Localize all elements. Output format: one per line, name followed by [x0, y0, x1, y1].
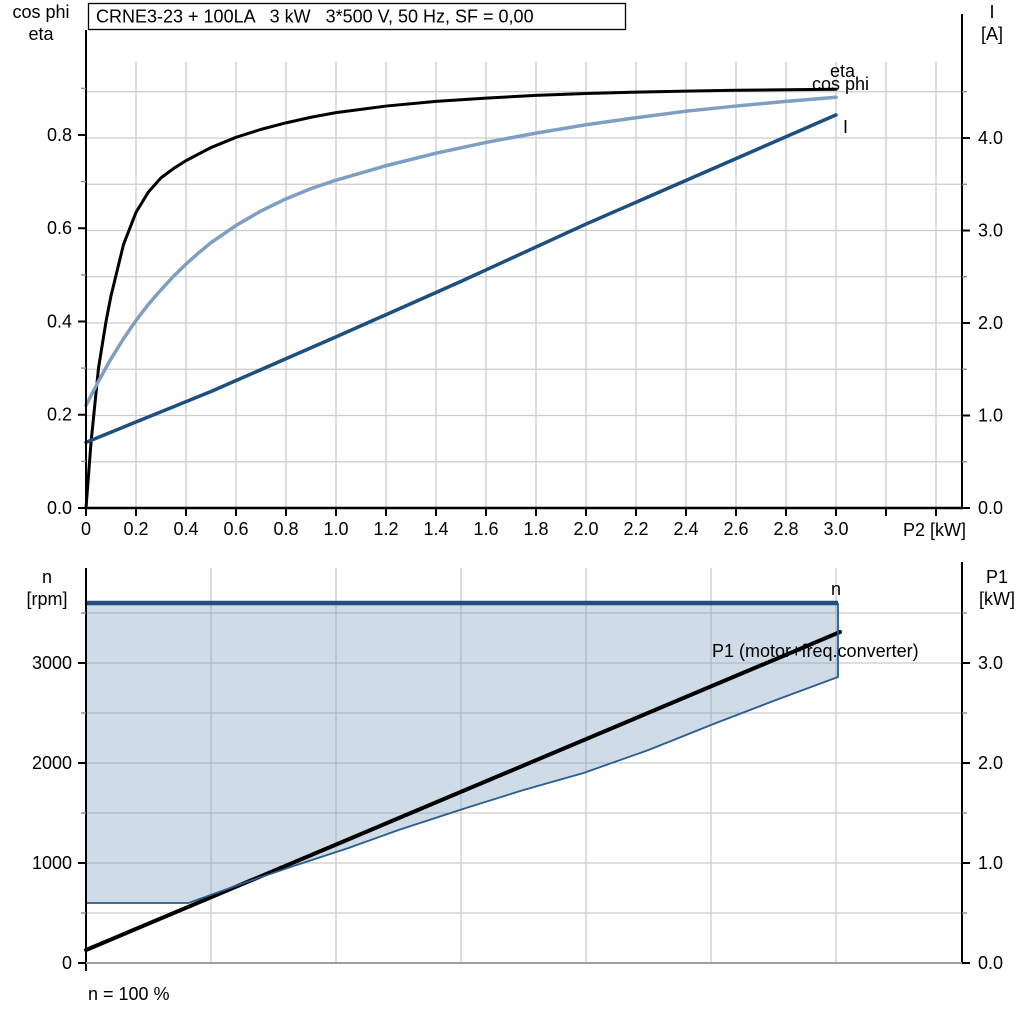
bottom-chart-series [84, 600, 842, 952]
x-tick-label: 1.0 [323, 519, 348, 539]
top-chart-grid [86, 62, 962, 508]
annotation-n-100-percent: n = 100 % [88, 984, 170, 1004]
bottom-chart-left-ticks: 0 1000 2000 3000 [32, 612, 86, 973]
y-left-tick-label: 3000 [32, 653, 72, 673]
y-right-tick-label: 2.0 [978, 753, 1003, 773]
top-right-axis-label-unit-a: [A] [981, 24, 1003, 44]
bottom-chart: 0 1000 2000 3000 0.0 1.0 2.0 3.0 [32, 562, 1003, 973]
top-right-axis-label-i: I [989, 2, 994, 22]
x-tick-label: 2.0 [573, 519, 598, 539]
y-right-tick-label: 3.0 [978, 653, 1003, 673]
x-tick-label: 2.2 [623, 519, 648, 539]
bottom-chart-grid [86, 568, 962, 963]
curve-label-cos-phi: cos phi [812, 74, 869, 94]
x-tick-label: 0.8 [273, 519, 298, 539]
top-left-axis-label-eta: eta [28, 24, 54, 44]
y-right-tick-label: 1.0 [978, 406, 1003, 426]
y-right-tick-label: 0.0 [978, 498, 1003, 518]
top-chart-series [84, 87, 838, 510]
y-left-tick-label: 0 [62, 953, 72, 973]
duty-region-boundary [86, 603, 839, 904]
series-p1-total [84, 630, 842, 952]
series-eta [84, 87, 838, 510]
top-chart-right-ticks: 0.0 1.0 2.0 3.0 4.0 [962, 91, 1003, 518]
x-tick-label: 3.0 [823, 519, 848, 539]
duty-region [86, 603, 838, 903]
x-tick-label: 1.4 [423, 519, 448, 539]
x-tick-label: 2.8 [773, 519, 798, 539]
x-tick-label: 2.4 [673, 519, 698, 539]
top-left-axis-label-cosphi: cos phi [12, 2, 69, 22]
series-current [84, 113, 838, 445]
x-axis-label-p2: P2 [kW] [903, 520, 966, 540]
curve-label-eta: eta [830, 61, 856, 81]
curve-label-n: n [831, 579, 841, 599]
y-right-tick-label: 0.0 [978, 953, 1003, 973]
y-left-tick-label: 0.2 [47, 405, 72, 425]
y-left-tick-label: 0.0 [47, 498, 72, 518]
chart-title: CRNE3-23 + 100LA 3 kW 3*500 V, 50 Hz, SF… [96, 7, 534, 27]
y-left-tick-label: 0.6 [47, 218, 72, 238]
bottom-right-axis-label-p1: P1 [986, 567, 1008, 587]
y-right-tick-label: 3.0 [978, 221, 1003, 241]
bottom-left-axis-label-rpm: [rpm] [26, 589, 67, 609]
x-tick-label: 1.8 [523, 519, 548, 539]
top-chart-x-ticks: 0 0.2 0.4 0.6 0.8 1.0 1.2 1.4 1.6 1.8 2.0 2.2 2.4 2.6… [81, 508, 937, 539]
x-tick-label: 0.2 [123, 519, 148, 539]
bottom-right-axis-label-kw: [kW] [979, 589, 1015, 609]
y-right-tick-label: 4.0 [978, 128, 1003, 148]
curve-label-i: I [843, 117, 848, 137]
y-left-tick-label: 0.4 [47, 311, 72, 331]
x-tick-label: 1.6 [473, 519, 498, 539]
y-left-tick-label: 1000 [32, 853, 72, 873]
y-left-tick-label: 0.8 [47, 125, 72, 145]
bottom-left-axis-label-n: n [42, 567, 52, 587]
x-tick-label: 1.2 [373, 519, 398, 539]
y-left-tick-label: 2000 [32, 753, 72, 773]
x-tick-label: 2.6 [723, 519, 748, 539]
x-tick-label: 0.4 [173, 519, 198, 539]
duty-region-fill [86, 603, 838, 903]
top-chart-axes [85, 14, 963, 510]
top-chart: 0 0.2 0.4 0.6 0.8 1.0 1.2 1.4 1.6 1.8 2.0 2.2 2.4 2.6… [47, 14, 1003, 539]
x-tick-label: 0 [81, 519, 91, 539]
bottom-chart-right-ticks: 0.0 1.0 2.0 3.0 [962, 612, 1003, 973]
generated-chart-layers: 0 0.2 0.4 0.6 0.8 1.0 1.2 1.4 1.6 1.8 2.0 2.2 2.4 2.6… [32, 14, 1003, 973]
top-chart-left-ticks: 0.0 0.2 0.4 0.6 0.8 [47, 87, 86, 518]
y-right-tick-label: 1.0 [978, 853, 1003, 873]
title-box [87, 2, 627, 31]
curve-label-p1-total: P1 (motor+freq.converter) [712, 641, 919, 661]
series-cos-phi [84, 95, 838, 408]
y-right-tick-label: 2.0 [978, 313, 1003, 333]
x-tick-label: 0.6 [223, 519, 248, 539]
